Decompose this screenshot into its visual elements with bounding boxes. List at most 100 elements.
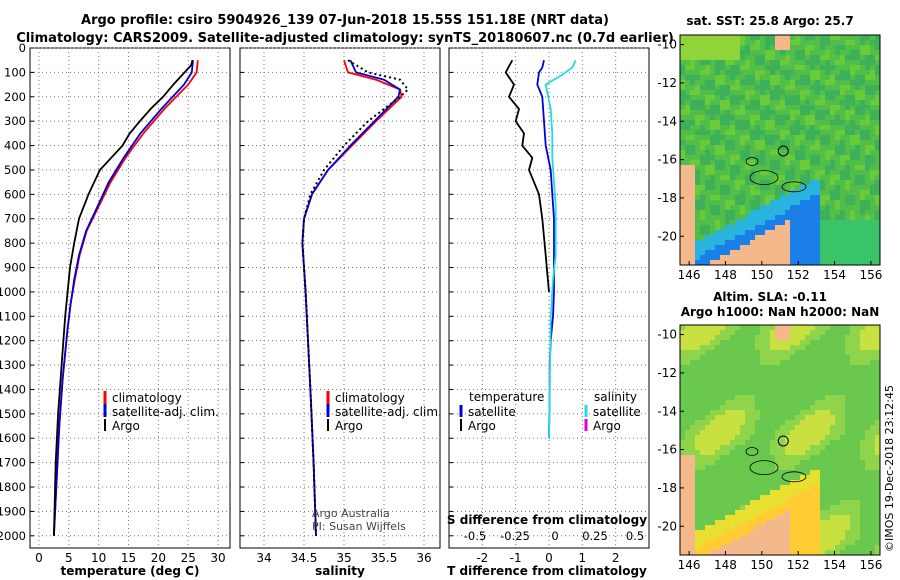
map-cell	[875, 75, 880, 81]
map-cell	[850, 95, 856, 101]
map-cell	[765, 145, 771, 151]
map-cell	[865, 445, 871, 451]
map-cell	[840, 450, 846, 456]
map-cell	[765, 455, 771, 461]
map-cell	[845, 220, 851, 226]
map-cell	[800, 450, 806, 456]
map-cell	[715, 420, 721, 426]
map-cell	[850, 240, 856, 246]
map-cell	[840, 250, 846, 256]
map-cell	[700, 90, 706, 96]
map-cell	[750, 220, 756, 226]
map-cell	[815, 375, 821, 381]
map-cell	[690, 360, 696, 366]
map-cell	[705, 190, 711, 196]
map-cell	[735, 250, 741, 256]
map-cell	[805, 350, 811, 356]
map-cell	[725, 500, 731, 506]
temperature-legend: climatology satellite-adj. clim. Argo	[103, 391, 219, 433]
map-cell	[780, 390, 786, 396]
map-cell	[830, 335, 836, 341]
map-cell	[845, 430, 851, 436]
map-cell	[700, 480, 706, 486]
map-cell	[755, 260, 761, 265]
map-cell	[820, 75, 826, 81]
map-cell	[720, 345, 726, 351]
map-cell	[875, 345, 880, 351]
map-cell	[725, 365, 731, 371]
map-cell	[835, 40, 841, 46]
map-cell	[730, 50, 736, 56]
map-cell	[770, 60, 776, 66]
map-cell	[865, 45, 871, 51]
map-cell	[810, 115, 816, 121]
map-cell	[815, 180, 821, 186]
map-cell	[820, 430, 826, 436]
map-cell	[695, 485, 701, 491]
map-cell	[780, 545, 786, 551]
map-cell	[740, 185, 746, 191]
map-cell	[825, 220, 831, 226]
map-cell	[790, 365, 796, 371]
map-cell	[710, 245, 716, 251]
map-cell	[700, 365, 706, 371]
map-cell	[715, 90, 721, 96]
map-cell	[685, 80, 691, 86]
map-cell	[765, 345, 771, 351]
map-cell	[785, 335, 791, 341]
map-cell	[800, 475, 806, 481]
map-cell	[750, 340, 756, 346]
map-cell	[725, 550, 731, 555]
map-cell	[820, 215, 826, 221]
map-cell	[735, 540, 741, 546]
map-cell	[845, 250, 851, 256]
map-cell	[715, 180, 721, 186]
map-cell	[680, 380, 686, 386]
map-cell	[790, 210, 796, 216]
map-cell	[795, 90, 801, 96]
map-cell	[830, 375, 836, 381]
map-cell	[815, 190, 821, 196]
map-cell	[840, 245, 846, 251]
map-lon-label: 156	[859, 558, 882, 572]
map-cell	[790, 475, 796, 481]
map-cell	[735, 155, 741, 161]
map-cell	[865, 485, 871, 491]
map-cell	[810, 125, 816, 131]
map-cell	[770, 35, 776, 41]
map-cell	[755, 170, 761, 176]
map-cell	[845, 155, 851, 161]
map-cell	[795, 235, 801, 241]
map-cell	[790, 165, 796, 171]
map-cell	[685, 335, 691, 341]
depth-tick-label: 200	[4, 90, 26, 104]
map-cell	[820, 460, 826, 466]
map-cell	[700, 50, 706, 56]
map-cell	[870, 445, 876, 451]
map-cell	[870, 430, 876, 436]
map-cell	[760, 475, 766, 481]
map-cell	[770, 225, 776, 231]
map-cell	[745, 255, 751, 261]
map-cell	[715, 60, 721, 66]
map-cell	[680, 140, 686, 146]
map-cell	[810, 475, 816, 481]
map-cell	[700, 425, 706, 431]
map-cell	[815, 130, 821, 136]
map-cell	[820, 255, 826, 261]
map-cell	[695, 400, 701, 406]
map-cell	[875, 325, 880, 331]
map-cell	[870, 205, 876, 211]
map-cell	[725, 55, 731, 61]
map-cell	[820, 135, 826, 141]
map-cell	[725, 530, 731, 536]
annotation-argo-australia: Argo Australia	[312, 507, 390, 520]
map-cell	[800, 50, 806, 56]
map-cell	[865, 355, 871, 361]
map-cell	[805, 475, 811, 481]
map-cell	[735, 220, 741, 226]
map-cell	[825, 445, 831, 451]
map-cell	[840, 520, 846, 526]
map-cell	[725, 130, 731, 136]
map-cell	[735, 480, 741, 486]
